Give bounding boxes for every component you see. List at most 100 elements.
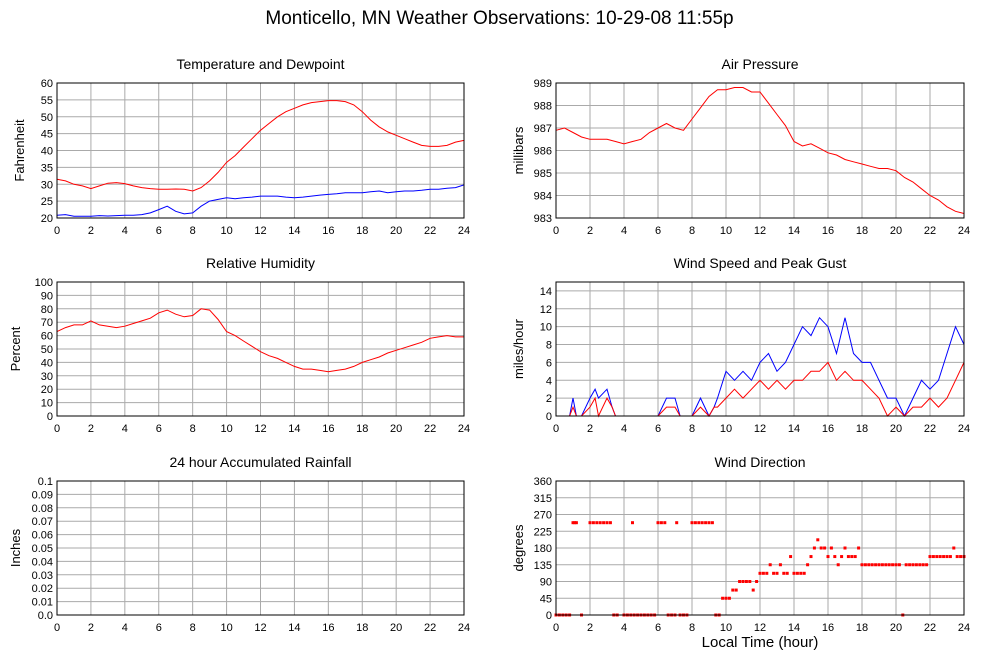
- y-tick-label: 4: [546, 375, 552, 387]
- data-point: [721, 596, 725, 600]
- x-tick-label: 14: [788, 225, 800, 237]
- data-point: [894, 563, 898, 567]
- data-point: [595, 521, 599, 525]
- data-point: [921, 563, 925, 567]
- x-tick-label: 12: [754, 622, 766, 634]
- x-tick-label: 0: [54, 225, 60, 237]
- data-point: [768, 563, 772, 567]
- x-tick-label: 12: [754, 423, 766, 435]
- x-tick-label: 24: [958, 225, 970, 237]
- y-tick-label: 988: [534, 101, 552, 113]
- x-tick-label: 20: [890, 622, 902, 634]
- data-point: [952, 546, 956, 550]
- series-line-temp-0: [56, 100, 465, 192]
- data-point: [588, 521, 592, 525]
- data-point: [785, 571, 789, 575]
- data-point: [942, 555, 946, 559]
- plot-frame-temp: [56, 82, 465, 219]
- y-tick-label: 984: [534, 191, 552, 203]
- x-tick-label: 8: [689, 225, 695, 237]
- x-tick-label: 12: [254, 225, 266, 237]
- data-point: [870, 563, 874, 567]
- y-axis-label-direction: degrees: [511, 524, 526, 571]
- x-tick-label: 22: [924, 225, 936, 237]
- data-point: [948, 555, 952, 559]
- data-point: [908, 563, 912, 567]
- x-tick-label: 4: [621, 225, 627, 237]
- data-point: [761, 571, 765, 575]
- data-point: [884, 563, 888, 567]
- data-point: [880, 563, 884, 567]
- data-point: [867, 563, 871, 567]
- data-point: [700, 521, 704, 525]
- x-tick-label: 10: [720, 622, 732, 634]
- data-point: [571, 521, 575, 525]
- data-point: [806, 563, 810, 567]
- data-point: [693, 521, 697, 525]
- x-tick-label: 24: [958, 423, 970, 435]
- series-line-humidity-0: [56, 308, 464, 373]
- x-tick-label: 2: [587, 423, 593, 435]
- x-tick-label: 16: [322, 225, 334, 237]
- y-axis-label-pressure: millibars: [511, 126, 526, 174]
- x-tick-label: 0: [553, 622, 559, 634]
- x-tick-label: 0: [553, 225, 559, 237]
- x-tick-label: 22: [424, 622, 436, 634]
- x-tick-label: 18: [856, 423, 868, 435]
- series-line-temp-1: [56, 184, 465, 217]
- data-point: [819, 546, 823, 550]
- x-tick-label: 8: [689, 423, 695, 435]
- x-tick-label: 16: [322, 423, 334, 435]
- x-tick-label: 4: [122, 225, 128, 237]
- data-point: [853, 555, 857, 559]
- x-tick-label: 4: [621, 423, 627, 435]
- y-axis-label-wind: miles/hour: [511, 318, 526, 379]
- data-point: [795, 571, 799, 575]
- data-point: [710, 521, 714, 525]
- y-tick-label: 80: [41, 304, 53, 316]
- data-point: [789, 555, 793, 559]
- x-tick-label: 10: [220, 622, 232, 634]
- data-point: [573, 521, 577, 525]
- y-tick-label: 225: [534, 526, 552, 538]
- x-tick-label: 14: [788, 622, 800, 634]
- data-point: [731, 588, 735, 592]
- data-point: [904, 563, 908, 567]
- data-point: [734, 588, 738, 592]
- x-tick-label: 6: [156, 225, 162, 237]
- x-tick-label: 12: [254, 622, 266, 634]
- y-tick-label: 6: [546, 357, 552, 369]
- x-tick-label: 20: [390, 225, 402, 237]
- x-tick-label: 14: [288, 423, 300, 435]
- plot-frame-wind: [555, 281, 965, 417]
- x-tick-label: 20: [390, 622, 402, 634]
- plot-frame-humidity: [56, 281, 465, 417]
- x-tick-label: 0: [54, 423, 60, 435]
- y-tick-label: 10: [41, 398, 53, 410]
- y-tick-label: 40: [41, 357, 53, 369]
- y-tick-label: 10: [540, 322, 552, 334]
- x-tick-label: 20: [390, 423, 402, 435]
- data-point: [840, 555, 844, 559]
- x-tick-label: 6: [156, 423, 162, 435]
- data-point: [887, 563, 891, 567]
- data-point: [724, 596, 728, 600]
- x-tick-label: 6: [655, 225, 661, 237]
- x-tick-label: 6: [156, 622, 162, 634]
- y-tick-label: 60: [41, 78, 53, 90]
- x-tick-label: 18: [356, 423, 368, 435]
- data-point: [935, 555, 939, 559]
- y-tick-label: 14: [540, 286, 552, 298]
- x-tick-label: 24: [458, 423, 470, 435]
- x-tick-label: 10: [220, 423, 232, 435]
- y-tick-label: 50: [41, 344, 53, 356]
- data-point: [938, 555, 942, 559]
- x-tick-label: 10: [720, 423, 732, 435]
- y-tick-label: 0.08: [32, 503, 53, 515]
- x-axis-caption: Local Time (hour): [701, 634, 819, 651]
- plot-frame-direction: [555, 480, 965, 616]
- x-tick-label: 2: [88, 423, 94, 435]
- x-tick-label: 22: [924, 622, 936, 634]
- y-tick-label: 0.01: [32, 597, 53, 609]
